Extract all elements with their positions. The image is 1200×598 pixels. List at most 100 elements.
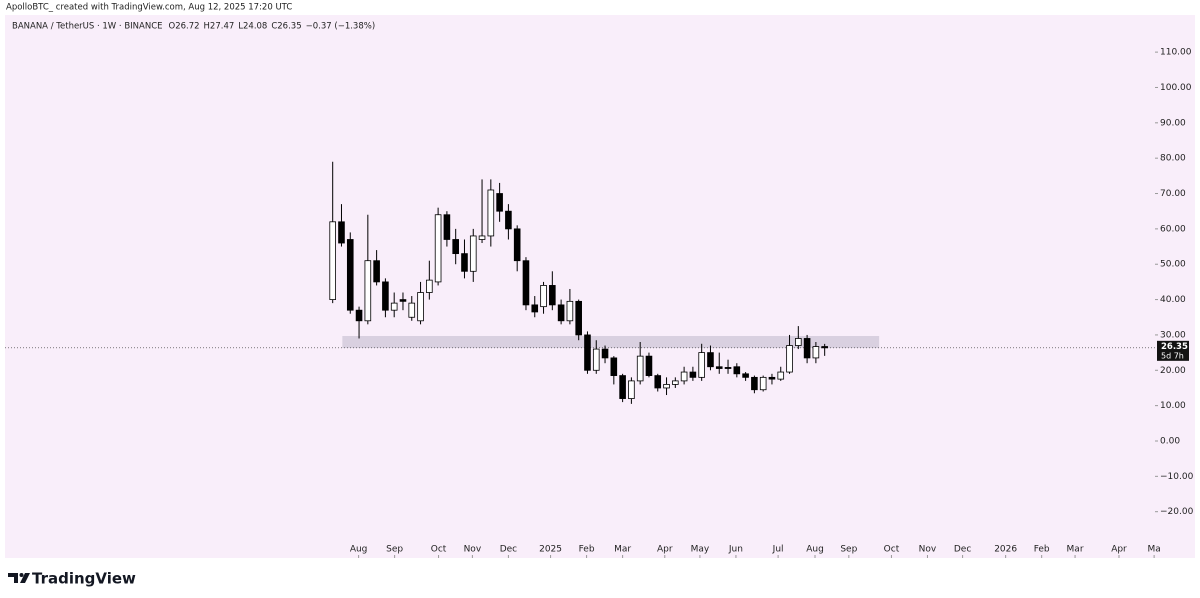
candle-body [724, 367, 732, 369]
ohlc-value: H27.47 [204, 22, 235, 32]
candle-body [505, 210, 512, 230]
x-tick-label: Mar [1067, 545, 1084, 555]
ohlc-value: L24.08 [238, 22, 267, 32]
x-tick-label: May [691, 545, 710, 555]
candle-body [373, 260, 380, 283]
y-tick-label: 70.00 [1160, 189, 1186, 199]
candle-body [408, 302, 416, 318]
candle-body [619, 375, 626, 399]
candle-body [540, 285, 547, 308]
y-tick-label: 40.00 [1160, 295, 1186, 305]
y-tick-label: 80.00 [1160, 154, 1186, 164]
y-tick-label: 110.00 [1160, 48, 1192, 58]
x-tick-label: Jun [728, 545, 743, 555]
candle-body [654, 375, 662, 389]
y-tick-label: 50.00 [1160, 260, 1186, 270]
candle-body [487, 189, 495, 237]
x-tick-label: Jul [772, 545, 784, 555]
candle-body [680, 371, 688, 382]
candle-body [751, 376, 758, 391]
zone [342, 335, 880, 349]
candle-body [575, 300, 582, 336]
candle-body [364, 260, 372, 322]
candle-body [698, 352, 705, 378]
ohlc-value: C26.35 [271, 22, 301, 32]
y-tick-label: 90.00 [1160, 118, 1186, 128]
x-tick-label: Mar [614, 545, 631, 555]
candle-body [461, 253, 468, 272]
candle-body [628, 380, 635, 399]
candle-body [715, 366, 723, 369]
x-tick-label: Feb [1034, 545, 1050, 555]
candle-body [707, 352, 714, 368]
y-tick-label: −10.00 [1160, 472, 1194, 482]
x-tick-label: Aug [806, 545, 824, 555]
candle-body [531, 304, 539, 313]
candle-body [469, 235, 477, 272]
candle-body [522, 260, 530, 306]
candle-body [443, 214, 451, 240]
footer-logo-group: TradingView [8, 570, 136, 588]
footer-logo: TradingView [32, 570, 136, 588]
x-tick-label: 2026 [994, 545, 1017, 555]
credit-line: ApolloBTC_ created with TradingView.com,… [6, 3, 292, 13]
ohlc-value: −0.37 (−1.38%) [306, 22, 376, 32]
y-tick-label: 100.00 [1160, 83, 1192, 93]
x-tick-label: Sep [840, 545, 857, 555]
x-tick-label: Nov [464, 545, 482, 555]
x-tick-label: Oct [431, 545, 447, 555]
y-tick-label: 60.00 [1160, 224, 1186, 234]
candle-body [742, 373, 749, 378]
candle-body [566, 300, 574, 322]
symbol-header: BANANA / TetherUS · 1W · BINANCE O26.72 H… [12, 22, 375, 32]
candle-body [355, 309, 363, 322]
candle-body [549, 285, 556, 306]
candle-body [496, 193, 503, 212]
candle-body [557, 304, 565, 322]
price-tag [1157, 340, 1189, 361]
y-tick-label: 20.00 [1160, 366, 1186, 376]
candle-body [610, 357, 618, 376]
x-tick-label: Nov [919, 545, 937, 555]
y-tick-label: 0.00 [1160, 436, 1180, 446]
x-tick-label: Aug [350, 545, 368, 555]
candle-body [426, 279, 433, 293]
y-tick-label: 10.00 [1160, 401, 1186, 411]
candle-body [812, 346, 820, 359]
x-tick-label: 2025 [539, 545, 562, 555]
candle-body [592, 348, 600, 371]
candle-body [768, 376, 776, 380]
candle-body [338, 221, 345, 244]
chart-background [5, 15, 1195, 558]
candle-body [663, 384, 670, 389]
x-tick-label: Apr [657, 545, 673, 555]
candle-body [803, 338, 811, 359]
x-tick-label: Oct [884, 545, 900, 555]
candle-body [821, 346, 828, 349]
candle-body [452, 239, 459, 255]
candle-body [390, 302, 398, 311]
candle-body [584, 334, 591, 371]
candle-body [382, 281, 389, 311]
y-tick-label: −20.00 [1160, 507, 1194, 517]
x-tick-label: Feb [579, 545, 595, 555]
candle-body [636, 355, 644, 382]
candle-body [759, 376, 767, 391]
y-tick-label: 30.00 [1160, 330, 1186, 340]
candle-body [777, 371, 785, 380]
candle-body [513, 228, 521, 262]
x-tick-label: Apr [1111, 545, 1127, 555]
candle-body [399, 299, 407, 302]
symbol: BANANA / TetherUS · 1W · BINANCE [12, 22, 163, 32]
candle-body [601, 348, 609, 359]
candle-body [478, 235, 486, 240]
candle-body [689, 371, 697, 378]
logo-icon [8, 573, 30, 583]
x-tick-label: Dec [500, 545, 517, 555]
candle-body [733, 366, 741, 375]
countdown: 5d 7h [1161, 351, 1184, 360]
candle-body [417, 292, 424, 322]
x-tick-label: Sep [386, 545, 403, 555]
